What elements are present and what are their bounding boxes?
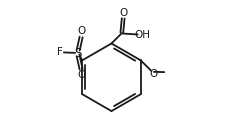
Text: S: S bbox=[74, 47, 81, 60]
Text: OH: OH bbox=[134, 30, 150, 39]
Text: O: O bbox=[119, 8, 128, 18]
Text: F: F bbox=[57, 47, 63, 57]
Text: O: O bbox=[150, 69, 158, 79]
Text: O: O bbox=[78, 70, 86, 80]
Text: O: O bbox=[78, 26, 86, 36]
